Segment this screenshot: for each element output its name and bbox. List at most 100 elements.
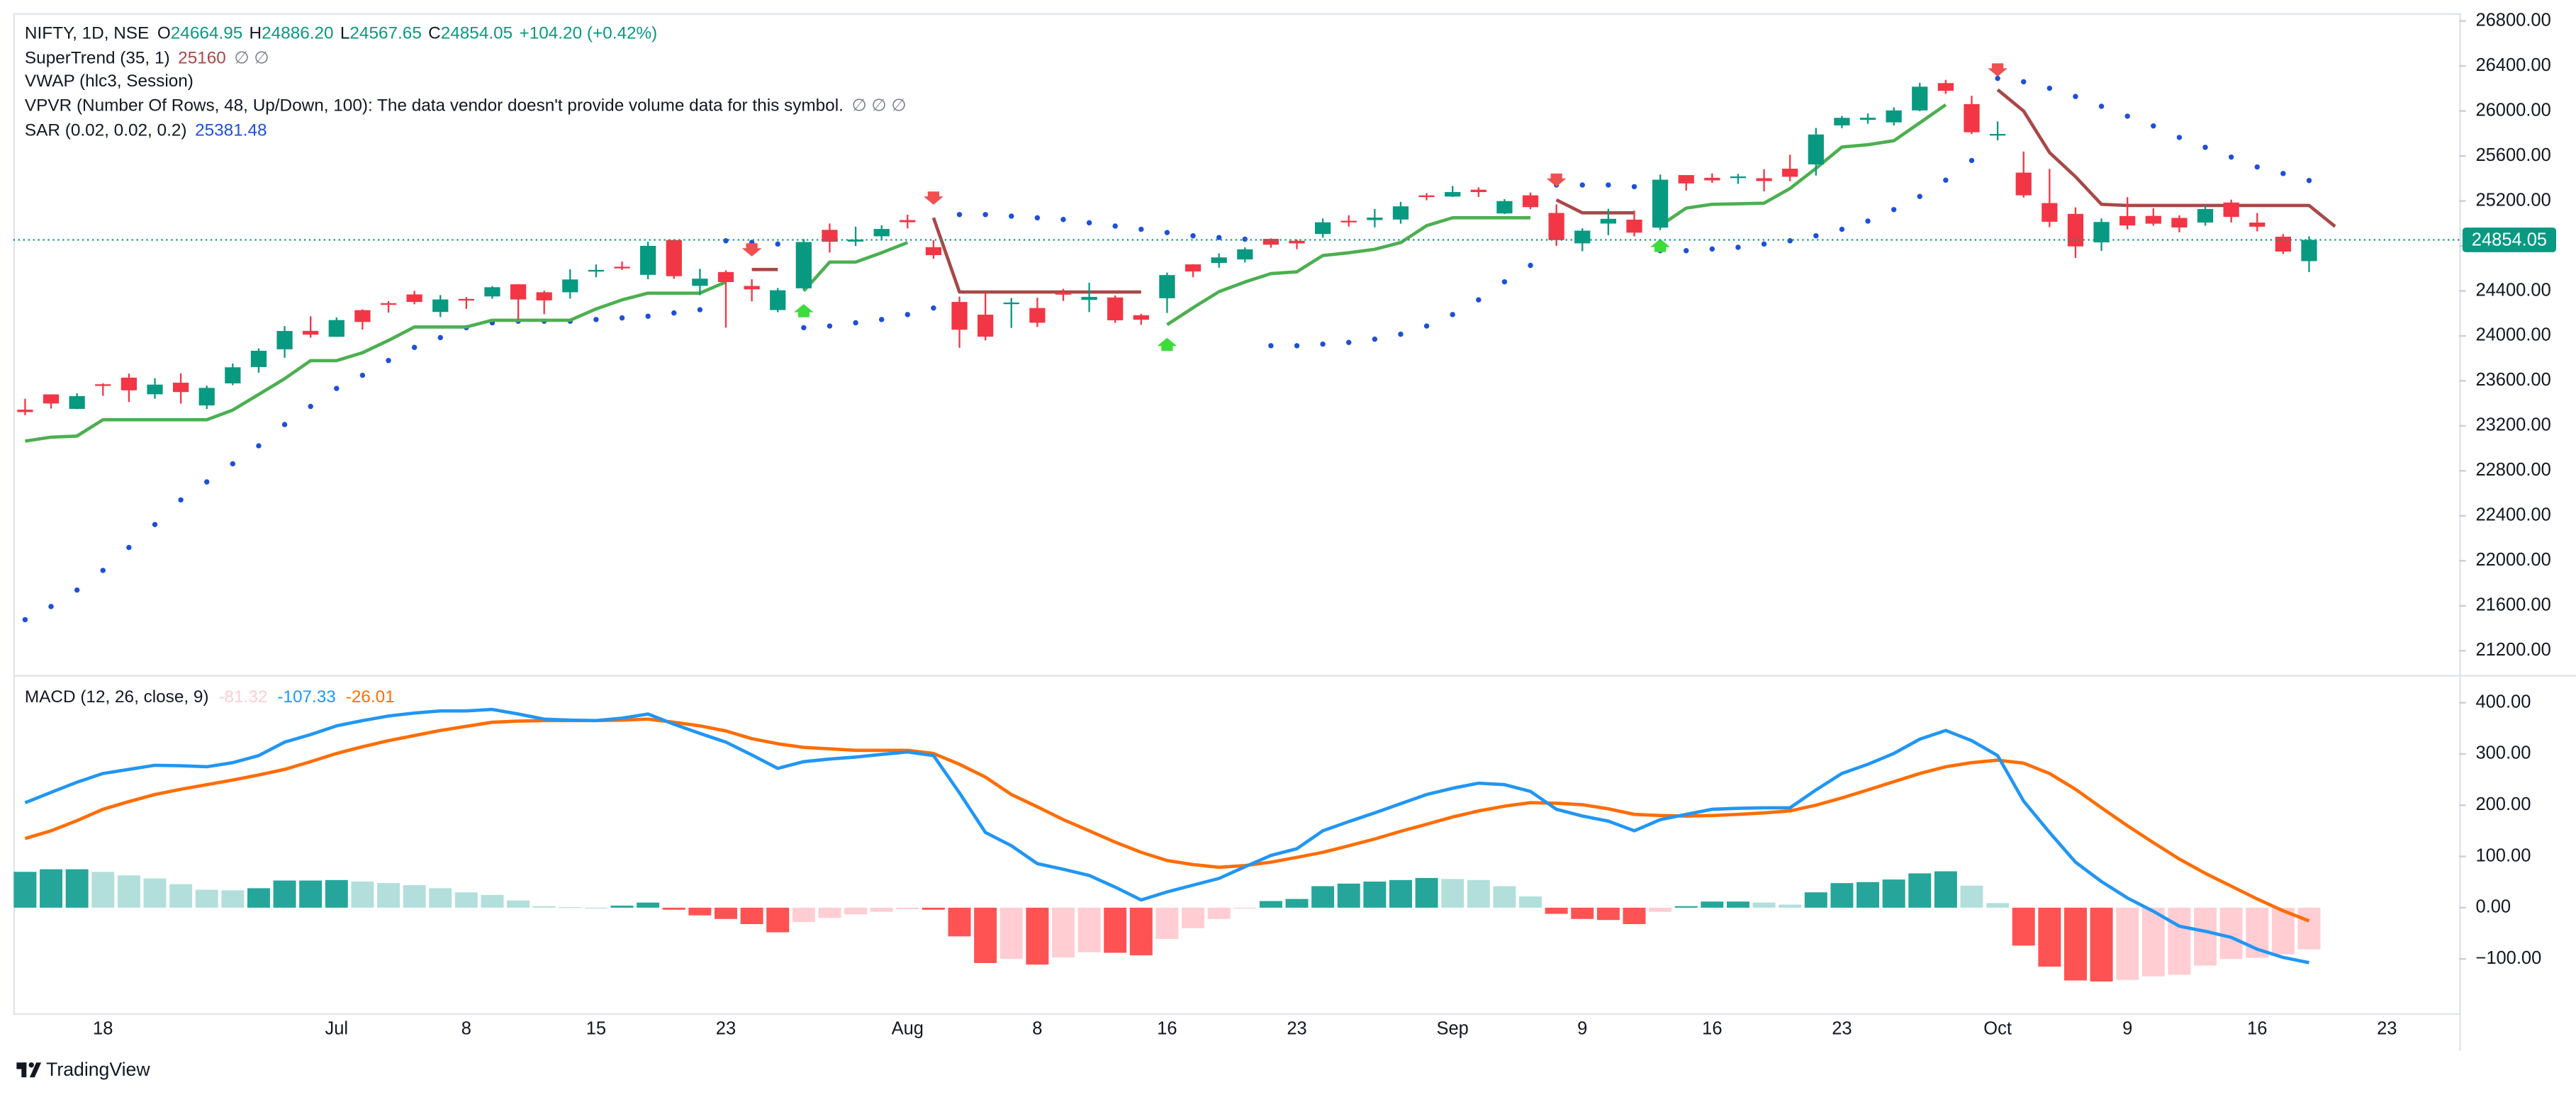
candle-body: [1211, 257, 1227, 264]
y-tick-label: 24000.00: [2475, 325, 2550, 345]
histogram-bar: [922, 907, 945, 910]
histogram-bar: [2297, 907, 2321, 950]
candle-body: [1782, 169, 1798, 177]
candle-body: [276, 331, 293, 349]
indicator-value: 25381.48: [195, 121, 267, 140]
candle-body: [1937, 83, 1954, 91]
histogram-bar: [1857, 882, 1880, 908]
candle-body: [17, 410, 33, 412]
sar-dot: [1034, 215, 1041, 221]
sar-dot: [1294, 343, 1300, 349]
symbol-legend: NIFTY, 1D, NSE O24664.95 H24886.20 L24567.6…: [25, 24, 657, 43]
last-price-label-box: [2462, 227, 2557, 252]
candle-body: [2171, 218, 2188, 228]
candle-body: [1678, 175, 1694, 184]
indicator-value: -107.33: [277, 687, 336, 707]
candle-body: [510, 284, 527, 300]
candle-body: [847, 240, 864, 242]
candle-body: [172, 383, 189, 393]
candle-body: [925, 247, 942, 256]
histogram-bar: [40, 869, 63, 908]
candle-body: [198, 388, 215, 406]
logo-mark: [21, 1062, 27, 1078]
histogram-bar: [2038, 907, 2061, 967]
sar-dot: [2046, 85, 2053, 91]
sar-dot: [334, 386, 340, 391]
candle-body: [978, 315, 994, 337]
histogram-bar: [1467, 879, 1490, 908]
histogram-bar: [1649, 907, 1672, 912]
x-tick-label: Jul: [325, 1019, 348, 1039]
candle-body: [1886, 110, 1902, 123]
sar-dot: [1891, 207, 1897, 213]
candle-body: [1262, 239, 1279, 245]
sar-dot: [878, 317, 885, 322]
histogram-bar: [1934, 871, 1957, 908]
x-tick-label: 23: [716, 1019, 736, 1039]
y-tick-label: 26800.00: [2475, 10, 2550, 30]
candle-body: [354, 310, 371, 322]
histogram-bar: [1779, 904, 1802, 908]
macd-legend: MACD (12, 26, close, 9) -81.32 -107.33 -26.…: [25, 687, 395, 707]
sar-dot: [2176, 135, 2183, 140]
candle-body: [1340, 220, 1357, 223]
candle-body: [640, 245, 656, 275]
histogram-bar: [2116, 907, 2139, 980]
sar-dot: [1528, 262, 1533, 269]
candle-body: [303, 330, 319, 335]
histogram-bar: [117, 875, 140, 908]
sar-dot: [48, 604, 54, 609]
histogram-bar: [688, 907, 712, 916]
ohlc-value: 24664.95: [171, 24, 242, 43]
sar-dot: [956, 212, 963, 218]
histogram-bar: [1882, 879, 1905, 908]
supertrend-buy-arrow: [793, 304, 814, 317]
candle-body: [225, 367, 241, 383]
ohlc-label: H: [250, 24, 262, 43]
y-tick-label: 22000.00: [2475, 550, 2550, 570]
candle-body: [1730, 176, 1747, 179]
y-tick-label: 200.00: [2475, 794, 2531, 814]
candle-body: [1289, 240, 1305, 244]
histogram-bar: [1596, 907, 1620, 921]
candle-body: [2223, 202, 2239, 218]
supertrend-sell-arrow: [741, 243, 762, 257]
y-tick-label: 22400.00: [2475, 505, 2550, 525]
histogram-bar: [2090, 907, 2113, 981]
y-tick-label: 0.00: [2475, 897, 2511, 917]
indicator-name: VPVR (Number Of Rows, 48, Up/Down, 100):…: [25, 96, 844, 116]
candle-body: [562, 279, 578, 293]
candle-body: [1964, 103, 1980, 133]
candle-body: [1808, 134, 1824, 164]
histogram-bar: [1077, 907, 1101, 952]
sar-dot: [1086, 220, 1092, 226]
sar-dot: [1190, 233, 1196, 239]
ohlc-value: 24854.05: [441, 24, 513, 43]
histogram-bar: [999, 907, 1023, 960]
histogram-bar: [1519, 896, 1542, 908]
indicator-name: SuperTrend (35, 1): [25, 49, 170, 68]
histogram-bar: [1337, 883, 1360, 908]
candle-body: [69, 395, 85, 410]
histogram-bar: [974, 907, 997, 963]
sar-dot: [1839, 226, 1845, 232]
sar-dot: [152, 522, 158, 527]
candle-body: [1652, 179, 1669, 228]
candle-body: [432, 299, 449, 313]
candle-body: [95, 384, 111, 386]
histogram-bar: [715, 907, 737, 919]
sar-dot: [853, 320, 858, 326]
x-tick-label: 16: [1157, 1019, 1177, 1039]
sar-dot: [2228, 154, 2234, 160]
sar-dot: [775, 241, 780, 247]
sar-dot: [204, 479, 210, 485]
sar-dot: [1501, 279, 1508, 285]
candle-body: [822, 230, 838, 242]
candle-body: [1626, 219, 1642, 233]
y-tick-label: 21600.00: [2475, 595, 2550, 615]
sar-dot: [1684, 248, 1689, 254]
logo-mark: [29, 1062, 42, 1078]
sar-dot: [801, 325, 807, 331]
candle-body: [1600, 218, 1617, 224]
sar-dot: [1476, 297, 1482, 303]
